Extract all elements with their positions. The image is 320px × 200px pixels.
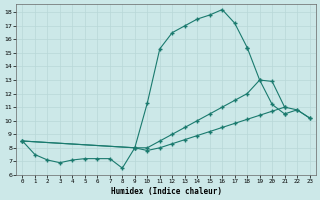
X-axis label: Humidex (Indice chaleur): Humidex (Indice chaleur) bbox=[110, 187, 221, 196]
